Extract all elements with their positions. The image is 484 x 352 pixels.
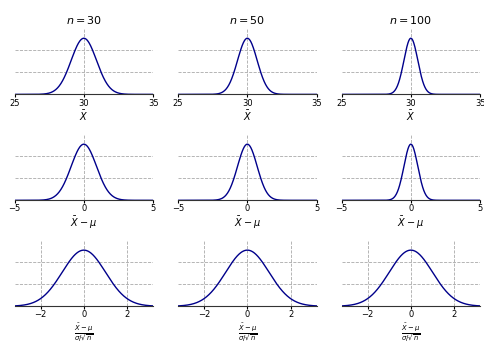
Title: $n = 50$: $n = 50$ [229,14,265,26]
X-axis label: $\frac{\bar{X} - \mu}{\sigma/\sqrt{n}}$: $\frac{\bar{X} - \mu}{\sigma/\sqrt{n}}$ [74,321,93,344]
X-axis label: $\bar{X}$: $\bar{X}$ [79,109,88,123]
X-axis label: $\frac{\bar{X} - \mu}{\sigma/\sqrt{n}}$: $\frac{\bar{X} - \mu}{\sigma/\sqrt{n}}$ [400,321,420,344]
Title: $n = 30$: $n = 30$ [66,14,102,26]
X-axis label: $\frac{\bar{X} - \mu}{\sigma/\sqrt{n}}$: $\frac{\bar{X} - \mu}{\sigma/\sqrt{n}}$ [237,321,257,344]
X-axis label: $\bar{X} - \mu$: $\bar{X} - \mu$ [70,215,97,231]
X-axis label: $\bar{X}$: $\bar{X}$ [242,109,252,123]
X-axis label: $\bar{X}$: $\bar{X}$ [406,109,415,123]
Title: $n = 100$: $n = 100$ [389,14,432,26]
X-axis label: $\bar{X} - \mu$: $\bar{X} - \mu$ [233,215,260,231]
X-axis label: $\bar{X} - \mu$: $\bar{X} - \mu$ [396,215,424,231]
